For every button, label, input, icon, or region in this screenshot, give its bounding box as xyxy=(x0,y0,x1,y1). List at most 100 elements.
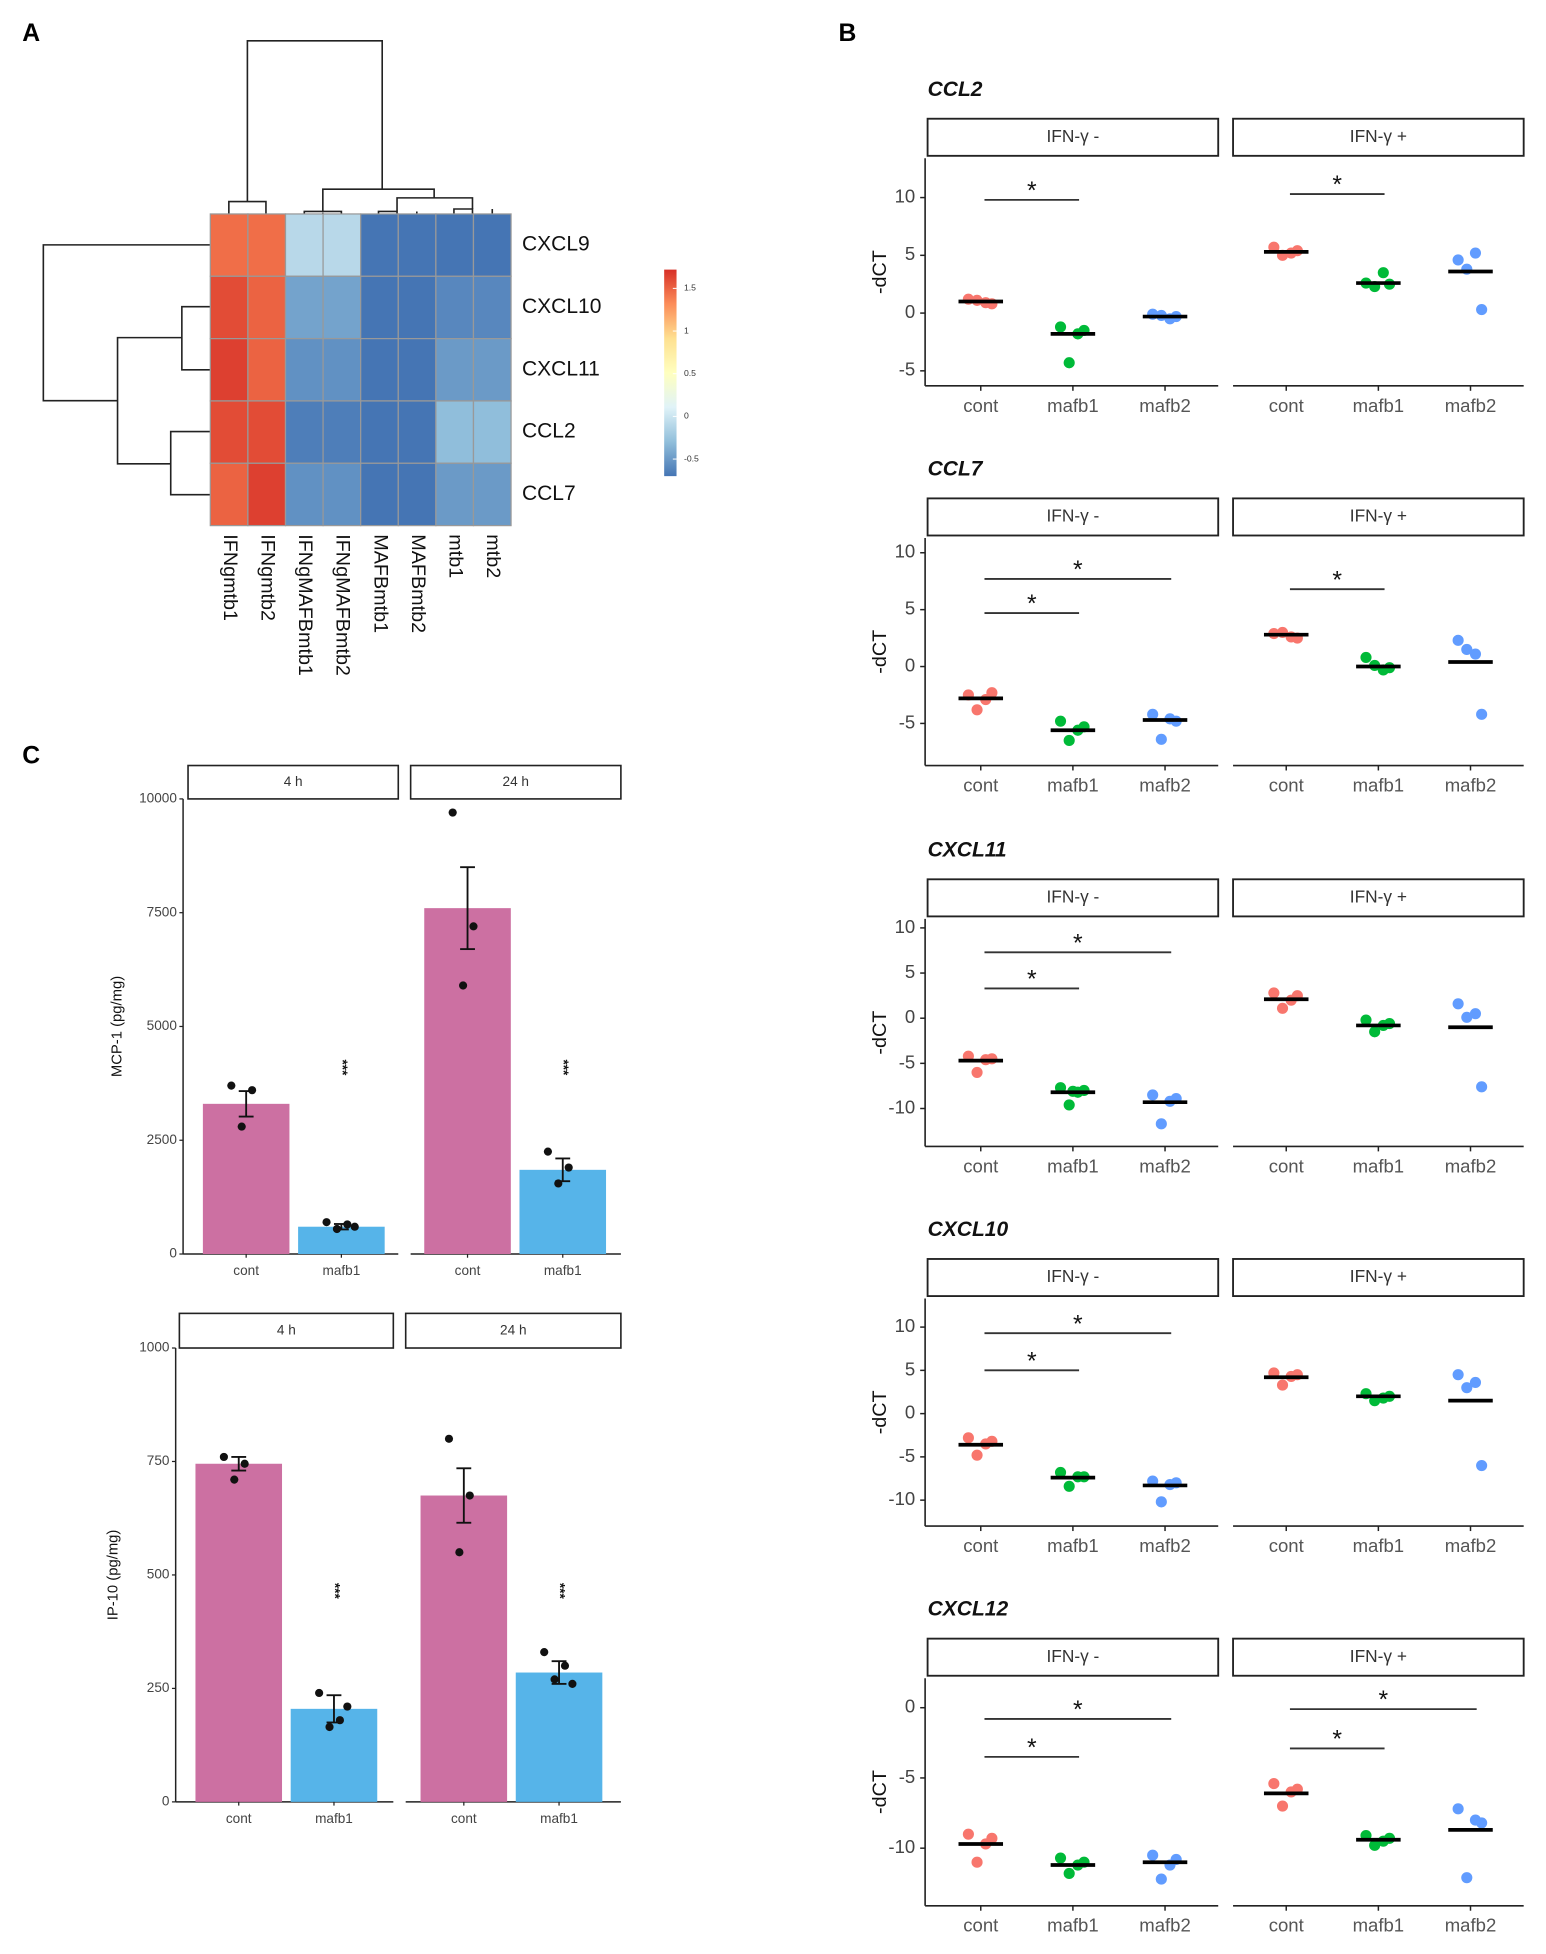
bar xyxy=(290,1708,378,1802)
error-bar xyxy=(456,1467,472,1524)
data-point xyxy=(1063,1867,1075,1880)
y-tick-label: 1000 xyxy=(139,1340,170,1355)
facet-strip xyxy=(926,497,1220,537)
x-tick-label: mafb2 xyxy=(1445,1535,1497,1556)
data-point xyxy=(237,1122,246,1131)
data-point xyxy=(458,981,468,990)
y-tick-label: 5 xyxy=(905,1358,915,1379)
data-point xyxy=(1147,1849,1159,1861)
data-point xyxy=(1063,1099,1075,1111)
significance-label: * xyxy=(1027,1735,1037,1762)
heatmap-cell xyxy=(284,462,324,527)
x-tick-label: cont xyxy=(226,1811,252,1826)
data-point xyxy=(1476,304,1488,316)
data-point xyxy=(1476,1459,1488,1472)
data-point xyxy=(1469,1376,1482,1389)
data-point xyxy=(1452,254,1464,266)
data-point xyxy=(1369,1839,1381,1851)
x-tick-label: cont xyxy=(455,1263,481,1278)
y-tick-label: -5 xyxy=(899,359,916,380)
y-tick-label: 10 xyxy=(895,1315,916,1336)
heatmap-cell xyxy=(472,337,512,402)
significance-label: *** xyxy=(327,1583,342,1600)
data-point xyxy=(962,1432,974,1444)
data-point xyxy=(1452,634,1464,646)
data-point xyxy=(1276,1800,1289,1812)
heatmap-cell xyxy=(322,213,362,277)
facet-strip xyxy=(926,117,1220,157)
x-tick-label: mafb1 xyxy=(1353,1155,1405,1176)
x-tick-label: mafb1 xyxy=(1353,774,1405,795)
row-label: CCL2 xyxy=(522,420,576,443)
column-label: MAFBmtb1 xyxy=(369,534,391,633)
heatmap-cell xyxy=(284,337,324,402)
bar xyxy=(298,1226,385,1255)
x-tick-label: cont xyxy=(963,395,999,416)
bar xyxy=(424,908,511,1255)
y-tick-label: 0 xyxy=(905,1006,915,1027)
heatmap-cell xyxy=(472,275,512,340)
y-axis-label: IP-10 (pg/mg) xyxy=(106,1530,122,1621)
significance-label: *** xyxy=(556,1059,571,1076)
facet-strip xyxy=(1232,878,1525,918)
data-point xyxy=(1476,708,1488,720)
x-tick-label: cont xyxy=(963,1535,999,1556)
facet-strip xyxy=(1232,117,1525,157)
y-tick-label: 750 xyxy=(147,1453,170,1468)
data-point xyxy=(971,1066,983,1078)
heatmap-cell xyxy=(209,462,249,527)
heatmap-cell xyxy=(247,213,287,277)
facet-strip xyxy=(1232,1258,1525,1297)
bar xyxy=(202,1103,290,1255)
heatmap-cell xyxy=(322,462,362,527)
chart-title: CXCL11 xyxy=(928,838,1007,861)
row-label: CCL7 xyxy=(522,482,576,505)
facet-label: IFN-γ + xyxy=(1350,506,1407,526)
y-axis-label: -dCT xyxy=(869,630,891,674)
data-point xyxy=(1469,1008,1482,1020)
x-tick-label: mafb2 xyxy=(1139,774,1191,795)
data-point xyxy=(1476,1081,1488,1093)
data-point xyxy=(1268,1777,1280,1790)
column-dendrogram xyxy=(228,40,494,214)
significance-label: * xyxy=(1379,1687,1389,1714)
x-tick-label: mafb1 xyxy=(1353,1535,1405,1556)
heatmap-cell xyxy=(397,275,437,340)
panel-label: B xyxy=(839,20,857,47)
y-axis-label: -dCT xyxy=(869,250,891,294)
x-tick-label: mafb2 xyxy=(1139,1155,1191,1176)
heatmap-cell xyxy=(397,462,437,527)
data-point xyxy=(1461,643,1473,656)
column-label: IFNgMAFBmtb1 xyxy=(294,534,316,676)
x-tick-label: mafb1 xyxy=(1047,1535,1099,1556)
facet-label: IFN-γ - xyxy=(1046,126,1099,146)
y-tick-label: -5 xyxy=(899,1766,916,1787)
data-point xyxy=(350,1222,359,1231)
data-point xyxy=(971,1856,983,1868)
colorbar-tick-label: 0 xyxy=(684,411,689,421)
heatmap-cell xyxy=(435,462,475,527)
y-axis-label: -dCT xyxy=(869,1011,891,1055)
column-label: MAFBmtb2 xyxy=(407,534,429,633)
data-point xyxy=(322,1218,331,1227)
heatmap-cell xyxy=(360,462,399,527)
significance-label: * xyxy=(1332,567,1342,594)
data-point xyxy=(1469,648,1482,660)
significance-label: * xyxy=(1073,557,1083,584)
bar xyxy=(420,1495,508,1802)
data-point xyxy=(564,1163,573,1172)
heatmap-cell xyxy=(209,275,249,340)
data-point xyxy=(962,1828,974,1840)
heatmap-cell xyxy=(472,213,512,277)
data-point xyxy=(248,1086,257,1095)
heatmap-cell xyxy=(284,213,324,277)
heatmap-cell xyxy=(472,462,512,527)
x-tick-label: cont xyxy=(1269,774,1305,795)
facet-label: IFN-γ + xyxy=(1350,1646,1407,1666)
facet-label: 4 h xyxy=(277,1322,296,1337)
column-label: IFNgmtb1 xyxy=(219,534,241,621)
x-tick-label: cont xyxy=(963,1915,999,1936)
row-label: CXCL11 xyxy=(522,357,600,380)
x-tick-label: mafb1 xyxy=(1047,774,1099,795)
y-tick-label: 0 xyxy=(905,654,915,675)
